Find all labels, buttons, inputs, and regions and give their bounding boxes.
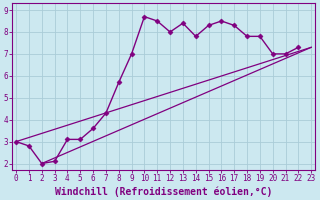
X-axis label: Windchill (Refroidissement éolien,°C): Windchill (Refroidissement éolien,°C): [55, 186, 272, 197]
